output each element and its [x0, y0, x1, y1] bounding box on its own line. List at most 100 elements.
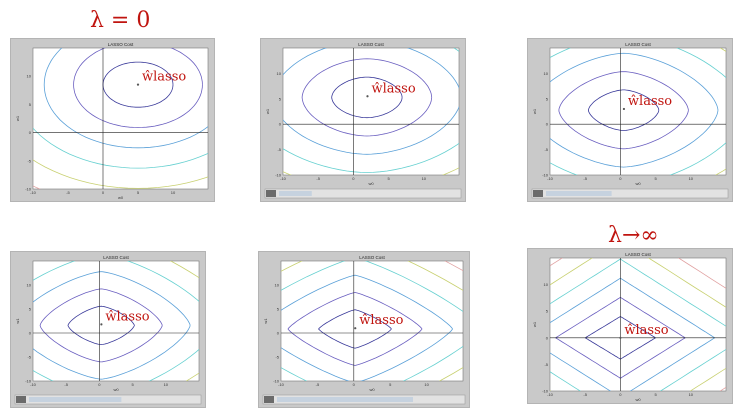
x-axis-label: w0	[635, 397, 641, 402]
w-lasso-label: ŵlasso	[142, 70, 186, 85]
slider-fill	[546, 191, 612, 196]
y-tick-label: -5	[275, 355, 279, 360]
y-tick-label: 10	[27, 74, 32, 79]
plot-area	[549, 47, 727, 176]
contour-line	[550, 258, 726, 391]
w-lasso-label: ŵlasso	[105, 309, 149, 324]
estimate-point	[622, 107, 626, 111]
x-tick-label: -10	[30, 382, 37, 387]
lasso-chart-svg: LASSO Cost -10 -5 0 5 10 -10 -5 0 5 10 w0 w1 ŵlasso	[262, 255, 466, 405]
plot-area	[32, 260, 200, 382]
contour-line	[550, 52, 719, 168]
lasso-plot-window-5: LASSO Cost -10 -5 0 5 10 -10 -5 0 5 10 w0 w1 ŵlasso	[258, 251, 470, 408]
x-tick-label: 0	[352, 176, 355, 181]
x-tick-label: 5	[137, 190, 140, 195]
x-tick-label: 10	[422, 176, 427, 181]
y-tick-label: -10	[273, 379, 280, 384]
x-tick-label: 5	[131, 382, 134, 387]
y-tick-label: 0	[277, 331, 280, 336]
y-tick-label: 5	[29, 102, 32, 107]
x-tick-label: 0	[619, 176, 622, 181]
x-tick-label: 0	[102, 190, 105, 195]
contour-line	[331, 76, 403, 119]
x-axis-label: w0	[113, 387, 119, 392]
contour-line	[550, 258, 726, 391]
y-tick-label: -5	[544, 147, 548, 152]
estimate-point	[136, 83, 140, 86]
contour-group	[33, 261, 199, 381]
chart-title: LASSO Cost	[625, 252, 651, 257]
slider-fill	[277, 397, 413, 402]
y-tick-label: 0	[29, 331, 32, 336]
y-tick-label: -5	[27, 355, 31, 360]
x-tick-label: 0	[619, 392, 622, 397]
contour-line	[587, 89, 660, 131]
y-tick-label: -5	[277, 147, 281, 152]
y-tick-label: -5	[27, 158, 31, 163]
lasso-plot-window-3: LASSO Cost -10 -5 0 5 10 -10 -5 0 5 10 w0 w1 ŵlasso	[527, 38, 733, 202]
x-axis-label: w0	[635, 181, 641, 186]
contour-group	[550, 48, 726, 175]
y-axis-label: w1	[15, 115, 20, 121]
x-tick-label: 5	[387, 176, 390, 181]
estimate-point	[354, 327, 357, 330]
y-tick-label: 5	[546, 309, 549, 314]
y-tick-label: 0	[279, 122, 282, 127]
x-tick-label: 10	[689, 392, 694, 397]
y-axis-label: w1	[532, 321, 537, 327]
lasso-chart-svg: LASSO Cost -10 -5 0 5 10 -10 -5 0 5 10 w0 w1 ŵlasso	[15, 42, 209, 200]
x-tick-label: -5	[583, 392, 587, 397]
slider-fill	[29, 397, 122, 402]
contour-line	[558, 71, 689, 150]
y-tick-label: 10	[544, 282, 549, 287]
y-axis-label: w1	[263, 318, 268, 324]
x-tick-label: -10	[30, 190, 37, 195]
w-lasso-label: ŵlasso	[624, 323, 668, 338]
contour-line	[281, 274, 453, 381]
contour-line	[73, 48, 203, 128]
contour-line	[33, 271, 191, 380]
x-tick-label: 10	[689, 176, 694, 181]
y-tick-label: 0	[546, 335, 549, 340]
heading-lambda-zero: λ = 0	[90, 8, 151, 33]
x-tick-label: 5	[654, 176, 657, 181]
w-lasso-label: ŵlasso	[359, 313, 403, 328]
x-tick-label: -5	[316, 176, 320, 181]
plot-area	[282, 47, 460, 176]
y-axis-label: w1	[15, 318, 20, 324]
estimate-point	[100, 323, 103, 326]
contour-line	[318, 309, 392, 349]
x-tick-label: -5	[66, 190, 70, 195]
contour-line	[287, 292, 423, 366]
lasso-chart-svg: LASSO Cost -10 -5 0 5 10 -10 -5 0 5 10 w0 w1 ŵlasso	[531, 42, 729, 199]
w-lasso-label: ŵlasso	[628, 94, 672, 109]
x-tick-label: -5	[64, 382, 68, 387]
x-tick-label: -10	[280, 176, 287, 181]
contour-line	[301, 58, 433, 137]
x-axis-label: w0	[369, 387, 375, 392]
y-tick-label: 10	[277, 71, 282, 76]
pause-button	[266, 190, 276, 197]
y-tick-label: -10	[25, 187, 32, 192]
contour-line	[283, 48, 459, 155]
contour-line	[33, 261, 199, 381]
x-tick-label: 10	[164, 382, 169, 387]
chart-title: LASSO Cost	[625, 42, 651, 47]
contour-line	[39, 288, 163, 363]
lasso-chart-svg: LASSO Cost -10 -5 0 5 10 -10 -5 0 5 10 w0 w1 ŵlasso	[264, 42, 462, 199]
estimate-point	[619, 336, 622, 339]
pause-button	[533, 190, 543, 197]
chart-title: LASSO Cost	[103, 255, 129, 260]
x-tick-label: 10	[424, 382, 429, 387]
x-tick-label: -5	[583, 176, 587, 181]
lasso-chart-svg: LASSO Cost -10 -5 0 5 10 -10 -5 0 5 10 w0 w1 ŵlasso	[532, 252, 727, 402]
slider-track	[264, 188, 462, 199]
y-axis-label: w1	[532, 108, 537, 114]
y-tick-label: 5	[29, 307, 32, 312]
chart-title: LASSO Cost	[358, 42, 384, 47]
y-tick-label: -10	[542, 389, 549, 394]
contour-line	[283, 48, 459, 174]
y-tick-label: 5	[277, 307, 280, 312]
y-tick-label: 10	[27, 283, 32, 288]
y-tick-label: 10	[275, 283, 280, 288]
